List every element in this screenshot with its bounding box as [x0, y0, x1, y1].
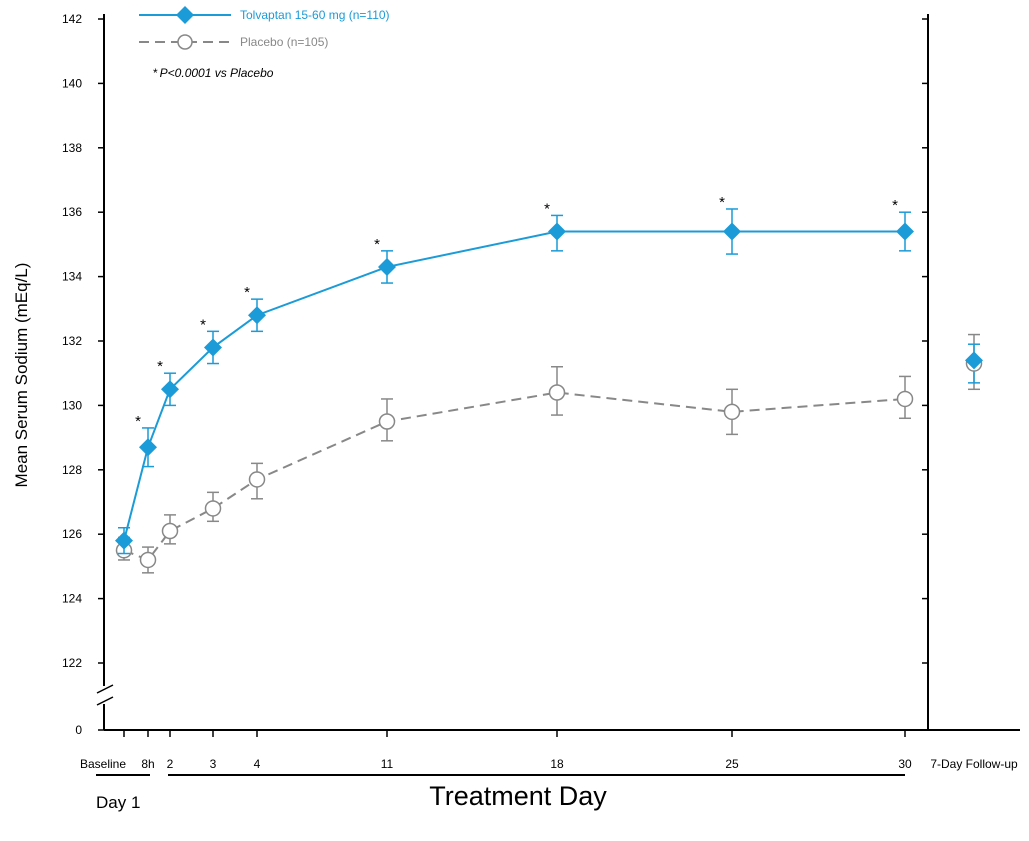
x-tick-label: 2 — [167, 757, 174, 771]
significance-star: * — [374, 236, 380, 253]
tolvaptan-point — [161, 380, 179, 399]
placebo-point — [548, 384, 566, 401]
y-tick-label: 132 — [62, 334, 82, 348]
y-tick-label: 126 — [62, 527, 82, 541]
tolvaptan-point — [896, 222, 914, 241]
y-tick-label: 128 — [62, 463, 82, 477]
legend: Tolvaptan 15-60 mg (n=110) Placebo (n=10… — [139, 6, 390, 80]
x-tick-label: 30 — [898, 757, 912, 771]
tolvaptan-point — [115, 531, 133, 550]
y-axis-label: Mean Serum Sodium (mEq/L) — [12, 263, 31, 488]
x-tick-label: 11 — [381, 757, 394, 771]
axes: 0 122 124 126 128 130 132 134 136 138 140 142 Baseli… — [62, 12, 1020, 771]
tolvaptan-point — [204, 338, 222, 357]
y-tick-label: 138 — [62, 141, 82, 155]
placebo-point — [139, 551, 157, 569]
legend-label-placebo: Placebo (n=105) — [240, 35, 328, 49]
x-tick-label: Baseline — [80, 757, 126, 771]
axis-break-mark — [96, 696, 114, 706]
y-tick-label: 0 — [75, 723, 82, 737]
legend-marker-placebo — [177, 34, 193, 50]
significance-star: * — [200, 316, 206, 333]
day1-label: Day 1 — [96, 793, 140, 812]
tolvaptan-followup-point — [965, 351, 983, 370]
significance-note: * P<0.0001 vs Placebo — [153, 66, 274, 80]
placebo-point — [378, 413, 396, 430]
x-tick-label: 4 — [254, 757, 261, 771]
x-tick-label: 25 — [725, 757, 739, 771]
axis-break-mark — [96, 684, 114, 694]
significance-star: * — [719, 194, 725, 211]
significance-star: * — [157, 358, 163, 375]
significance-star: * — [135, 413, 141, 430]
x-axis-title: Treatment Day — [429, 781, 607, 811]
significance-star: * — [544, 200, 550, 217]
series-layer: * * * * * * * * — [115, 194, 983, 574]
x-tick-label: 8h — [141, 757, 154, 771]
significance-star: * — [244, 284, 250, 301]
y-tick-label: 136 — [62, 205, 82, 219]
placebo-point — [723, 403, 741, 421]
y-tick-label: 140 — [62, 76, 82, 90]
y-tick-label: 122 — [62, 656, 82, 670]
x-tick-label: 3 — [210, 757, 217, 771]
tolvaptan-point — [378, 257, 396, 276]
x-tick-label-followup: 7-Day Follow-up — [930, 757, 1018, 771]
tolvaptan-line — [123, 230, 905, 541]
significance-note-text: P<0.0001 vs Placebo — [160, 66, 274, 80]
tolvaptan-point — [723, 222, 741, 241]
legend-label-tolvaptan: Tolvaptan 15-60 mg (n=110) — [240, 8, 390, 22]
legend-marker-tolvaptan — [176, 6, 194, 24]
placebo-line — [123, 391, 906, 562]
y-tick-label: 130 — [62, 398, 82, 412]
y-tick-label: 124 — [62, 592, 82, 606]
x-tick-label: 18 — [550, 757, 564, 771]
placebo-point — [896, 390, 914, 408]
tolvaptan-point — [139, 438, 157, 457]
significance-star: * — [892, 197, 898, 214]
tolvaptan-point — [248, 306, 266, 325]
y-tick-label: 142 — [62, 12, 82, 26]
placebo-point — [161, 522, 179, 540]
y-tick-label: 134 — [62, 270, 82, 284]
tolvaptan-point — [548, 222, 566, 241]
placebo-point — [248, 471, 266, 488]
significance-note-star: * — [153, 66, 158, 80]
placebo-point — [204, 500, 222, 517]
